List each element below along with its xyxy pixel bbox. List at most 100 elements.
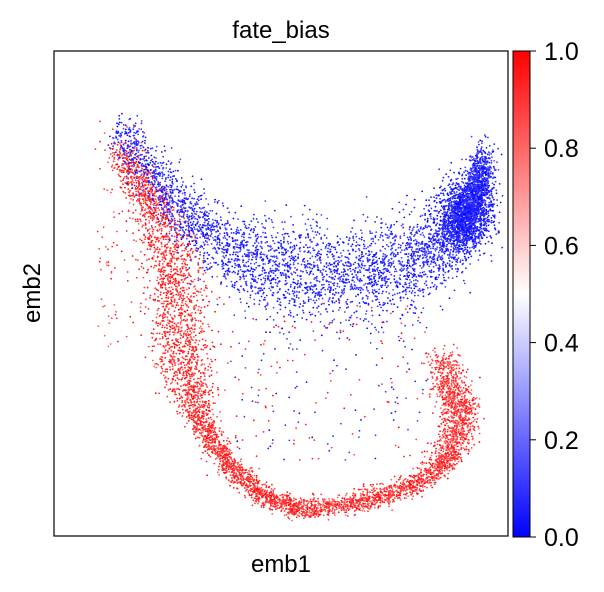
scatter-point xyxy=(156,230,159,232)
scatter-point xyxy=(175,245,177,248)
scatter-point xyxy=(153,293,156,295)
scatter-point xyxy=(225,454,228,457)
scatter-point xyxy=(184,330,187,332)
scatter-point xyxy=(174,390,176,393)
scatter-point xyxy=(123,175,126,178)
scatter-point xyxy=(172,358,174,361)
scatter-point xyxy=(479,376,481,379)
scatter-point xyxy=(154,250,157,253)
scatter-point xyxy=(156,216,159,219)
scatter-point xyxy=(170,225,173,228)
scatter-point xyxy=(405,480,408,483)
scatter-point xyxy=(436,395,439,398)
scatter-point xyxy=(261,483,264,486)
scatter-point xyxy=(152,214,155,217)
scatter-point xyxy=(140,165,143,168)
scatter-point xyxy=(460,447,463,449)
scatter-point xyxy=(273,488,276,490)
scatter-point xyxy=(124,186,126,189)
scatter-point xyxy=(191,404,194,406)
scatter-point xyxy=(178,397,181,400)
scatter-point xyxy=(458,367,461,370)
scatter-point xyxy=(441,447,444,449)
scatter-point xyxy=(192,358,195,361)
scatter-point xyxy=(472,437,474,440)
scatter-point xyxy=(145,155,148,158)
scatter-point xyxy=(174,393,176,396)
scatter-point xyxy=(272,491,274,493)
scatter-point xyxy=(455,427,458,430)
scatter-point xyxy=(179,321,182,323)
scatter-point xyxy=(173,217,176,220)
scatter-point xyxy=(439,477,441,479)
scatter-point xyxy=(202,348,204,351)
scatter-point xyxy=(200,311,203,314)
scatter-point xyxy=(426,442,429,444)
scatter-point xyxy=(190,279,193,282)
scatter-point xyxy=(137,220,139,223)
scatter-point xyxy=(431,451,433,454)
scatter-point xyxy=(170,361,173,364)
scatter-point xyxy=(140,177,142,180)
scatter-point xyxy=(149,248,152,251)
scatter-point xyxy=(260,487,263,489)
scatter-point xyxy=(144,356,147,359)
scatter-point xyxy=(187,379,190,382)
scatter-point xyxy=(190,338,193,340)
scatter-point xyxy=(204,339,207,342)
scatter-point xyxy=(166,224,169,227)
scatter-point xyxy=(217,446,220,449)
scatter-point xyxy=(465,387,468,390)
scatter-point xyxy=(194,437,197,440)
scatter-point xyxy=(446,455,449,458)
scatter-point xyxy=(224,389,226,392)
scatter-point xyxy=(146,229,149,232)
scatter-point xyxy=(181,286,184,289)
scatter-point xyxy=(145,181,148,184)
scatter-point xyxy=(165,381,168,383)
scatter-point xyxy=(191,324,194,327)
scatter-point xyxy=(444,418,446,420)
scatter-point xyxy=(135,181,138,184)
scatter-point xyxy=(203,289,206,292)
scatter-point xyxy=(244,487,246,489)
scatter-point xyxy=(210,446,213,449)
scatter-point xyxy=(429,456,432,459)
scatter-point xyxy=(218,463,221,465)
scatter-point xyxy=(191,389,194,391)
scatter-point xyxy=(249,494,251,497)
scatter-point xyxy=(137,191,140,194)
scatter-point xyxy=(245,469,248,471)
scatter-point xyxy=(209,455,212,458)
scatter-point xyxy=(140,193,143,196)
scatter-point xyxy=(438,458,441,460)
scatter-point xyxy=(202,385,204,387)
scatter-point xyxy=(144,208,147,211)
scatter-point xyxy=(145,218,147,221)
scatter-point xyxy=(219,451,222,454)
scatter-point xyxy=(270,496,273,498)
scatter-point xyxy=(353,505,356,507)
scatter-point xyxy=(161,245,163,248)
scatter-point xyxy=(113,152,116,154)
scatter-point xyxy=(176,412,179,415)
scatter-point xyxy=(303,517,305,520)
scatter-point xyxy=(208,406,211,409)
scatter-point xyxy=(169,388,172,390)
scatter-point xyxy=(431,375,434,378)
scatter-point xyxy=(223,447,226,450)
scatter-point xyxy=(181,415,184,417)
scatter-point xyxy=(111,188,113,191)
scatter-point xyxy=(174,277,177,280)
scatter-point xyxy=(421,461,424,464)
scatter-point xyxy=(199,330,202,333)
scatter-point xyxy=(321,505,324,507)
scatter-point xyxy=(230,458,233,461)
scatter-point xyxy=(448,419,451,422)
scatter-point xyxy=(205,446,208,448)
scatter-point xyxy=(360,488,363,491)
scatter-point xyxy=(226,437,229,439)
scatter-point xyxy=(163,223,166,226)
scatter-point xyxy=(274,501,276,504)
scatter-point xyxy=(203,330,205,333)
